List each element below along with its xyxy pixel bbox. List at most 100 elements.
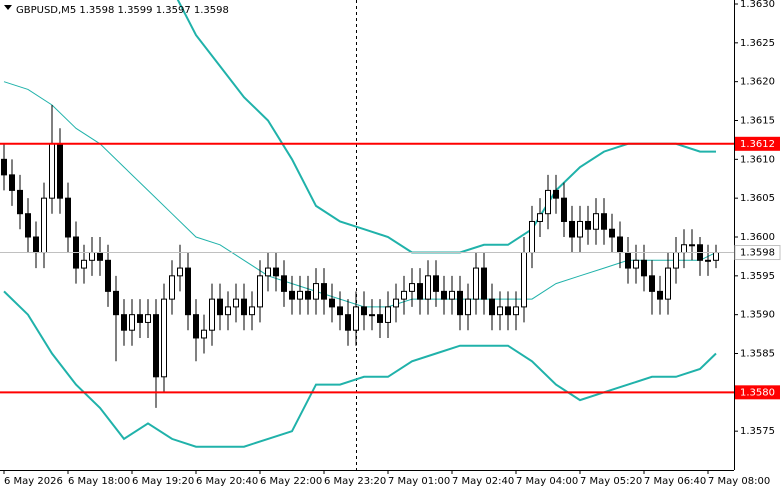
candle-body	[337, 306, 343, 316]
candle-body	[593, 213, 599, 230]
y-tick-label: 1.3625	[740, 38, 775, 49]
y-tick-label: 1.3630	[740, 0, 775, 10]
level-box	[735, 136, 780, 151]
candle-body	[449, 290, 455, 300]
y-tick-label: 1.3585	[740, 349, 775, 360]
candle-body	[217, 298, 223, 316]
candle-body	[97, 252, 103, 261]
candle-body	[9, 174, 15, 191]
candle-body	[521, 252, 527, 308]
candle-body	[233, 298, 239, 308]
candle-body	[569, 220, 575, 238]
candle-body	[201, 329, 207, 339]
x-tick-label: 7 May 01:00	[388, 476, 450, 487]
candle-body	[633, 259, 639, 269]
x-tick-label: 7 May 02:40	[452, 476, 514, 487]
candle-body	[537, 213, 543, 222]
band-upper	[176, 0, 716, 254]
candle-body	[545, 189, 551, 215]
candle-body	[465, 298, 471, 316]
candle-body	[401, 290, 407, 300]
candle-body	[457, 290, 463, 316]
candle-body	[225, 306, 231, 316]
y-tick-label: 1.3610	[740, 154, 775, 165]
candle-body	[313, 283, 319, 300]
candle-body	[513, 306, 519, 316]
y-tick-label: 1.3575	[740, 426, 775, 437]
candle-body	[41, 197, 47, 254]
candle-body	[561, 197, 567, 222]
candle-body	[489, 298, 495, 316]
candle-body	[329, 298, 335, 308]
candle-body	[65, 197, 71, 238]
candle-body	[417, 283, 423, 300]
candle-body	[681, 244, 687, 254]
candle-body	[609, 228, 615, 238]
candle-body	[209, 298, 215, 331]
candle-body	[665, 267, 671, 300]
candle-body	[425, 275, 431, 300]
candle-body	[657, 290, 663, 300]
x-tick-label: 7 May 08:00	[708, 476, 770, 487]
candle-body	[137, 314, 143, 323]
candle-body	[601, 213, 607, 230]
candle-body	[369, 314, 375, 317]
candle-body	[409, 283, 415, 292]
candle-body	[81, 259, 87, 269]
candle-body	[185, 267, 191, 316]
candle-body	[305, 290, 311, 300]
level-box	[735, 385, 780, 400]
x-tick-label: 6 May 20:40	[196, 476, 258, 487]
candle-body	[353, 306, 359, 331]
candle-body	[1, 158, 7, 176]
candle-body	[241, 298, 247, 316]
candle-body	[649, 275, 655, 292]
candle-body	[33, 236, 39, 254]
candle-body	[25, 213, 31, 238]
y-tick-label: 1.3600	[740, 232, 775, 243]
candle-body	[129, 314, 135, 331]
candle-body	[529, 220, 535, 254]
y-tick-label: 1.3615	[740, 116, 775, 127]
chart-title: GBPUSD,M5 1.3598 1.3599 1.3597 1.3598	[16, 5, 229, 16]
candle-body	[153, 314, 159, 378]
candle-body	[289, 290, 295, 300]
x-tick-label: 7 May 06:40	[644, 476, 706, 487]
candle-body	[169, 275, 175, 300]
x-tick-label: 6 May 22:00	[260, 476, 322, 487]
candle-body	[145, 314, 151, 323]
candle-body	[57, 143, 63, 199]
x-tick-label: 7 May 05:20	[580, 476, 642, 487]
y-tick-label: 1.3595	[740, 271, 775, 282]
last-price-label: 1.3598	[740, 248, 775, 259]
candle-body	[585, 220, 591, 230]
candle-body	[393, 298, 399, 308]
candle-body	[257, 275, 263, 308]
candle-body	[161, 298, 167, 378]
y-tick-label: 1.3620	[740, 77, 775, 88]
candle-body	[673, 252, 679, 269]
candle-body	[553, 189, 559, 199]
candle-body	[361, 306, 367, 316]
candle-body	[113, 290, 119, 316]
candle-body	[689, 244, 695, 247]
last-price-box	[734, 245, 781, 261]
menu-arrow[interactable]	[4, 5, 12, 10]
candle-body	[49, 143, 55, 199]
candle-body	[17, 189, 23, 215]
candle-body	[505, 306, 511, 316]
candle-body	[321, 283, 327, 300]
candle-body	[705, 259, 711, 262]
x-tick-label: 6 May 2026	[4, 476, 63, 487]
candle-body	[177, 267, 183, 277]
candle-body	[473, 267, 479, 300]
candle-body	[105, 259, 111, 292]
candle-body	[377, 314, 383, 323]
candle-body	[249, 306, 255, 316]
candle-body	[385, 306, 391, 323]
candle-body	[577, 220, 583, 238]
candle-body	[89, 252, 95, 261]
candle-body	[641, 259, 647, 277]
